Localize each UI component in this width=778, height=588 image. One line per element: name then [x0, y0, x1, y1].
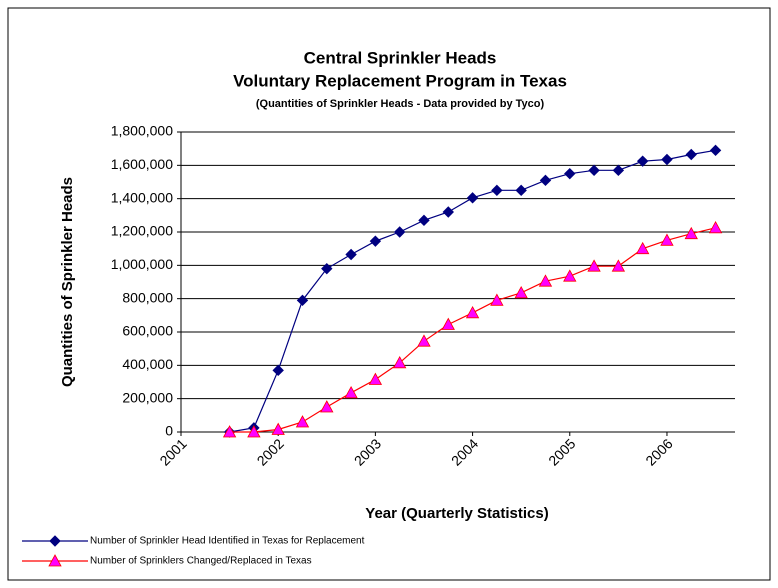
- data-point: [660, 233, 674, 246]
- data-point: [272, 364, 284, 377]
- data-point: [635, 241, 650, 255]
- data-point: [514, 285, 528, 299]
- data-point: [295, 415, 310, 428]
- x-axis-label: Year (Quarterly Statistics): [365, 505, 548, 522]
- legend-label: Number of Sprinklers Changed/Replaced in…: [90, 556, 312, 567]
- data-point: [636, 155, 649, 167]
- data-point: [538, 274, 553, 287]
- chart-title: Central Sprinkler Heads: [304, 48, 497, 67]
- data-point: [344, 385, 358, 399]
- y-tick-label: 1,400,000: [111, 189, 173, 205]
- data-point: [271, 422, 285, 435]
- legend-marker: [49, 535, 61, 547]
- data-point: [222, 425, 237, 438]
- y-tick-label: 400,000: [122, 356, 173, 372]
- data-point: [418, 214, 430, 227]
- data-point: [417, 334, 431, 347]
- data-point: [539, 174, 552, 187]
- data-point: [490, 293, 504, 306]
- data-point: [320, 400, 334, 413]
- legend-label: Number of Sprinkler Head Identified in T…: [90, 536, 365, 547]
- data-point: [684, 226, 698, 240]
- data-point: [709, 144, 722, 157]
- data-point: [393, 226, 406, 238]
- y-tick-label: 800,000: [122, 289, 173, 305]
- y-tick-label: 200,000: [122, 389, 173, 405]
- data-point: [612, 164, 625, 177]
- chart-frame: [7, 7, 771, 581]
- data-point: [491, 184, 503, 197]
- y-tick-label: 1,200,000: [111, 223, 173, 239]
- data-point: [368, 372, 383, 385]
- data-point: [465, 305, 480, 319]
- data-point: [708, 220, 723, 234]
- data-point: [588, 164, 600, 177]
- y-tick-label: 0: [165, 423, 173, 439]
- chart-title: Voluntary Replacement Program in Texas: [233, 71, 567, 90]
- y-tick-label: 1,600,000: [111, 156, 173, 172]
- data-point: [563, 269, 577, 282]
- data-point: [369, 235, 382, 247]
- data-point: [661, 153, 673, 166]
- y-tick-label: 1,000,000: [111, 256, 173, 272]
- y-tick-label: 600,000: [122, 323, 173, 339]
- data-point: [345, 248, 357, 261]
- y-tick-label: 1,800,000: [111, 123, 173, 139]
- y-axis-label: Quantities of Sprinkler Heads: [59, 177, 76, 387]
- data-point: [466, 192, 479, 204]
- data-point: [321, 262, 333, 275]
- data-point: [441, 317, 455, 330]
- legend-marker: [48, 554, 62, 567]
- data-point: [393, 355, 407, 369]
- data-point: [564, 167, 576, 180]
- chart-subtitle: (Quantities of Sprinkler Heads - Data pr…: [256, 98, 545, 110]
- data-point: [587, 259, 601, 272]
- data-point: [685, 148, 697, 161]
- data-point: [296, 294, 309, 307]
- data-point: [515, 184, 527, 197]
- data-point: [611, 259, 626, 272]
- data-point: [247, 425, 261, 438]
- data-point: [442, 206, 454, 218]
